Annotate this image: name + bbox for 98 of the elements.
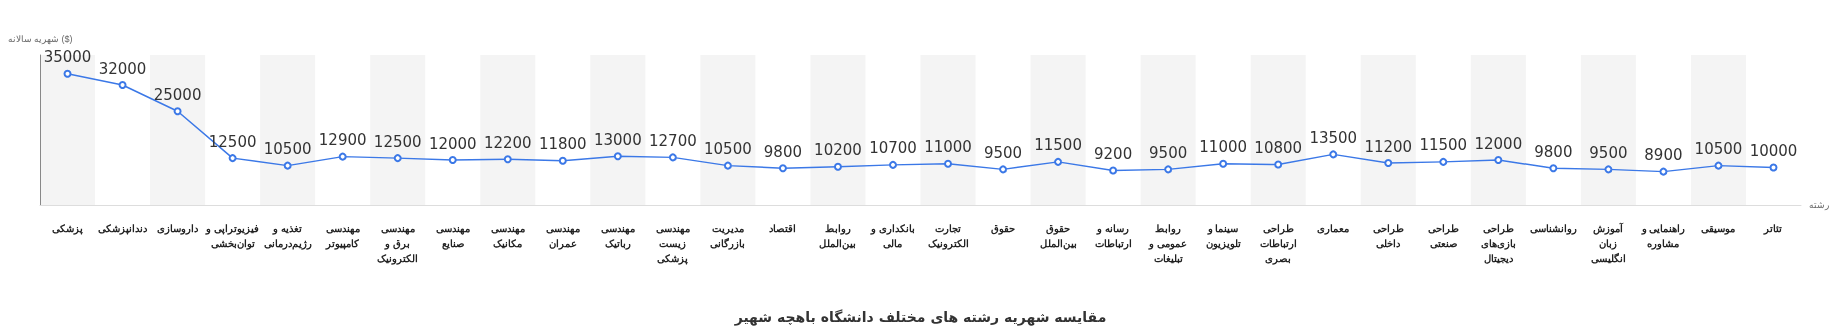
data-label: 10500 [263,140,312,159]
point [118,81,127,89]
point [558,156,567,165]
data-label: 9500 [1589,143,1628,162]
data-label: 9500 [1149,143,1188,162]
x-tick-label: موسیقی [1701,223,1736,235]
point [668,153,677,162]
point [1109,166,1118,175]
point [1659,167,1668,176]
point [1274,160,1283,169]
data-label: 12200 [483,133,532,152]
x-tick-label: تجارت الکترونیک [927,223,969,250]
y-axis-title: شهریه سالانه ($) [7,33,73,45]
point [1769,163,1778,172]
data-label: 12000 [428,134,477,153]
x-tick-label: طراحی بازی‌های دیجیتال [1480,223,1516,264]
data-label: 9800 [1534,142,1573,161]
x-tick-label: مهندسی برق و الکترونیک [377,223,419,265]
data-label: 11500 [1034,136,1082,155]
data-label: 9200 [1094,145,1133,163]
x-tick-label: سینما و تلویزیون [1205,223,1241,250]
point [1054,157,1063,166]
data-label: 9800 [763,142,803,161]
point [1219,159,1228,168]
x-tick-label: مهندسی رباتیک [600,223,635,250]
data-label: 32000 [98,59,147,78]
data-label: 12500 [373,132,422,151]
x-tick-label: مهندسی صنایع [435,223,470,250]
point [283,161,292,170]
x-tick-label: روابط بین‌الملل [819,223,857,250]
x-tick-label: حقوق بین‌الملل [1039,223,1077,250]
point [63,69,72,78]
data-label: 12700 [649,131,697,150]
point [1549,164,1558,173]
point [723,161,732,170]
point [1329,150,1338,159]
x-tick-label: روانشناسی [1529,223,1577,235]
x-tick-label: مهندسی مکانیک [490,223,525,249]
data-label: 11800 [538,135,587,154]
text: مقایسه شهریه رشته های مختلف دانشگاه باهچه شهیر [733,309,1107,326]
data-label: 11000 [1199,138,1248,157]
x-tick-label: دندانپزشکی [98,223,149,235]
x-tick-label: مهندسی زیست پزشکی [655,223,690,265]
data-label: 11500 [1419,136,1468,155]
x-tick-label: تئاتر [1763,223,1783,235]
data-label: 12000 [1474,134,1523,153]
x-tick-label: پزشکی [52,223,84,235]
x-tick-label: مدیریت بازرگانی [710,223,746,250]
data-label: 35000 [43,48,92,67]
x-tick-label: مهندسی عمران [545,223,580,250]
x-tick-label: معماری [1317,223,1350,235]
data-label: 10000 [1749,142,1798,160]
x-tick-label: راهنمایی و مشاوره [1640,223,1686,250]
x-tick-label: بانکداری و مالی [870,223,915,249]
x-tick-label: اقتصاد [769,223,797,234]
data-label: 10800 [1254,139,1303,157]
point [888,160,897,169]
data-label: 13500 [1309,128,1358,147]
x-tick-label: داروسازی [157,223,200,235]
data-label: 13000 [593,130,642,149]
data-label: 10200 [814,141,862,160]
point [999,165,1008,174]
x-tick-label: روابط عمومی و تبلیغات [1148,223,1187,264]
data-label: 10500 [1694,140,1743,159]
point [1714,161,1723,170]
data-label: 10700 [869,139,917,158]
point [778,164,787,173]
data-label: 25000 [153,85,202,104]
x-tick-label: حقوق [991,223,1016,235]
x-tick-label: طراحی داخلی [1372,223,1404,249]
point [228,154,237,163]
point [393,154,402,163]
data-label: 10500 [704,140,752,159]
point [833,162,842,171]
data-label: 11200 [1364,137,1413,156]
data-label: 9500 [983,143,1023,162]
x-tick-label: مهندسی کامپیوتر [325,223,360,250]
x-axis-title: رشته [1809,200,1829,211]
point [448,156,457,164]
point [944,159,953,168]
x-tick-label: تغذیه و رژیم‌درمانی [263,223,312,250]
point [613,152,622,161]
point [503,155,512,164]
point [1494,156,1503,164]
data-label: 8900 [1644,146,1683,165]
x-tick-label: طراحی صنعتی [1427,223,1459,249]
x-tick-label: آموزش زبان انگلیسی [1590,222,1626,264]
point [173,107,182,116]
point [1604,165,1613,174]
point [1439,157,1448,166]
point [338,152,347,161]
data-label: 12900 [318,131,367,150]
point [1384,159,1393,167]
point [1164,165,1173,174]
x-tick-label: طراحی ارتباطات بصری [1259,223,1297,265]
x-tick-label: رسانه و ارتباطات [1094,223,1132,250]
data-label: 11000 [924,138,972,157]
x-tick-label: فیزیوتراپی و توان‌بخشی [205,223,259,250]
